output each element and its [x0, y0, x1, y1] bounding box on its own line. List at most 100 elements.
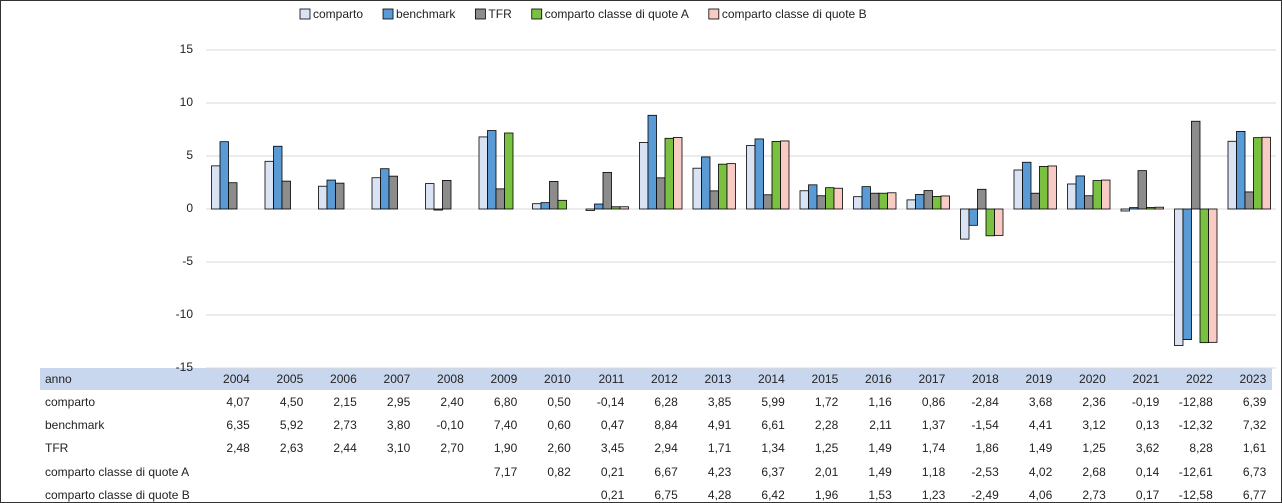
table-row-label: comparto — [45, 395, 95, 409]
year-label: 2010 — [544, 372, 571, 386]
table-value: 0,47 — [601, 418, 625, 432]
bar — [771, 141, 781, 210]
legend-label: comparto — [313, 7, 363, 21]
table-value: 2,68 — [1082, 465, 1106, 479]
bar — [619, 206, 629, 210]
bar — [532, 203, 542, 210]
table-header-label: anno — [45, 372, 72, 386]
bar — [557, 199, 567, 210]
bar — [887, 192, 897, 210]
year-label: 2013 — [705, 372, 732, 386]
table-value: 2,28 — [815, 418, 839, 432]
table-value: 2,44 — [333, 441, 357, 455]
bar — [853, 196, 863, 210]
table-value: 4,50 — [280, 395, 304, 409]
table-value: 2,95 — [387, 395, 411, 409]
year-label: 2006 — [330, 372, 357, 386]
year-label: 2005 — [277, 372, 304, 386]
table-value: 0,13 — [1136, 418, 1160, 432]
bar — [281, 180, 291, 210]
bar — [1084, 195, 1094, 210]
bar — [816, 195, 826, 210]
bar — [1236, 131, 1246, 210]
year-label: 2015 — [812, 372, 839, 386]
table-value: 2,36 — [1082, 395, 1106, 409]
year-label: 2018 — [972, 372, 999, 386]
table-value: 7,40 — [494, 418, 518, 432]
table-value: 1,34 — [761, 441, 785, 455]
table-value: 2,15 — [333, 395, 357, 409]
bar — [1154, 206, 1164, 210]
table-header-bg — [40, 368, 1272, 390]
table-value: 1,49 — [868, 441, 892, 455]
table-value: 6,80 — [494, 395, 518, 409]
table-value: 1,71 — [708, 441, 732, 455]
table-value: -1,54 — [971, 418, 999, 432]
table-value: 2,40 — [440, 395, 464, 409]
table-value: 0,86 — [922, 395, 946, 409]
table-row-label: TFR — [45, 441, 69, 455]
bar — [611, 206, 621, 210]
table-value: 1,74 — [922, 441, 946, 455]
table-value: -2,53 — [971, 465, 999, 479]
legend-label: comparto classe di quote A — [545, 7, 689, 21]
bar — [219, 141, 229, 210]
bar — [1146, 207, 1156, 210]
table-value: -12,32 — [1179, 418, 1213, 432]
bar — [977, 188, 987, 210]
year-label: 2004 — [223, 372, 250, 386]
bar — [1174, 208, 1184, 346]
table-value: 1,49 — [1029, 441, 1053, 455]
table-value: 1,53 — [868, 488, 892, 502]
bar — [1261, 136, 1271, 210]
legend-key — [299, 8, 311, 20]
table-value: 2,60 — [547, 441, 571, 455]
bar — [825, 187, 835, 210]
table-value: 1,18 — [922, 465, 946, 479]
bar — [878, 192, 888, 210]
table-value: 1,49 — [868, 465, 892, 479]
table-value: 5,92 — [280, 418, 304, 432]
bar — [504, 132, 514, 210]
legend-label: comparto classe di quote B — [722, 7, 867, 21]
table-value: 0,82 — [547, 465, 571, 479]
bar — [318, 185, 328, 210]
table-value: 3,80 — [387, 418, 411, 432]
table-value: -0,10 — [436, 418, 464, 432]
table-value: 0,50 — [547, 395, 571, 409]
bar — [1092, 180, 1102, 210]
bar — [1208, 208, 1218, 343]
y-tick-label: 0 — [186, 201, 193, 215]
table-value: 6,39 — [1243, 395, 1267, 409]
table-value: -12,61 — [1179, 465, 1213, 479]
year-label: 2022 — [1186, 372, 1213, 386]
bar — [647, 114, 657, 210]
bar — [808, 184, 818, 210]
bar — [656, 177, 666, 210]
table-value: 3,12 — [1082, 418, 1106, 432]
year-label: 2011 — [598, 372, 624, 386]
table-value: 0,17 — [1136, 488, 1160, 502]
bar — [433, 208, 443, 211]
bar — [639, 142, 649, 210]
legend-label: TFR — [488, 7, 512, 21]
legend-key — [531, 8, 543, 20]
table-value: 1,72 — [815, 395, 839, 409]
table-value: 1,61 — [1243, 441, 1267, 455]
table-row-label: comparto classe di quote B — [45, 488, 190, 502]
y-tick-label: 15 — [180, 42, 194, 56]
table-value: 1,25 — [1082, 441, 1106, 455]
y-tick-label: 5 — [186, 148, 193, 162]
table-value: -12,88 — [1179, 395, 1213, 409]
bar — [746, 145, 756, 210]
bar — [335, 182, 345, 210]
table-value: 2,94 — [654, 441, 678, 455]
table-value: 2,63 — [280, 441, 304, 455]
bar — [495, 188, 505, 210]
table-value: 3,45 — [601, 441, 625, 455]
table-value: 4,41 — [1029, 418, 1053, 432]
bar — [585, 208, 595, 211]
bar — [487, 130, 497, 210]
bar — [326, 179, 336, 210]
